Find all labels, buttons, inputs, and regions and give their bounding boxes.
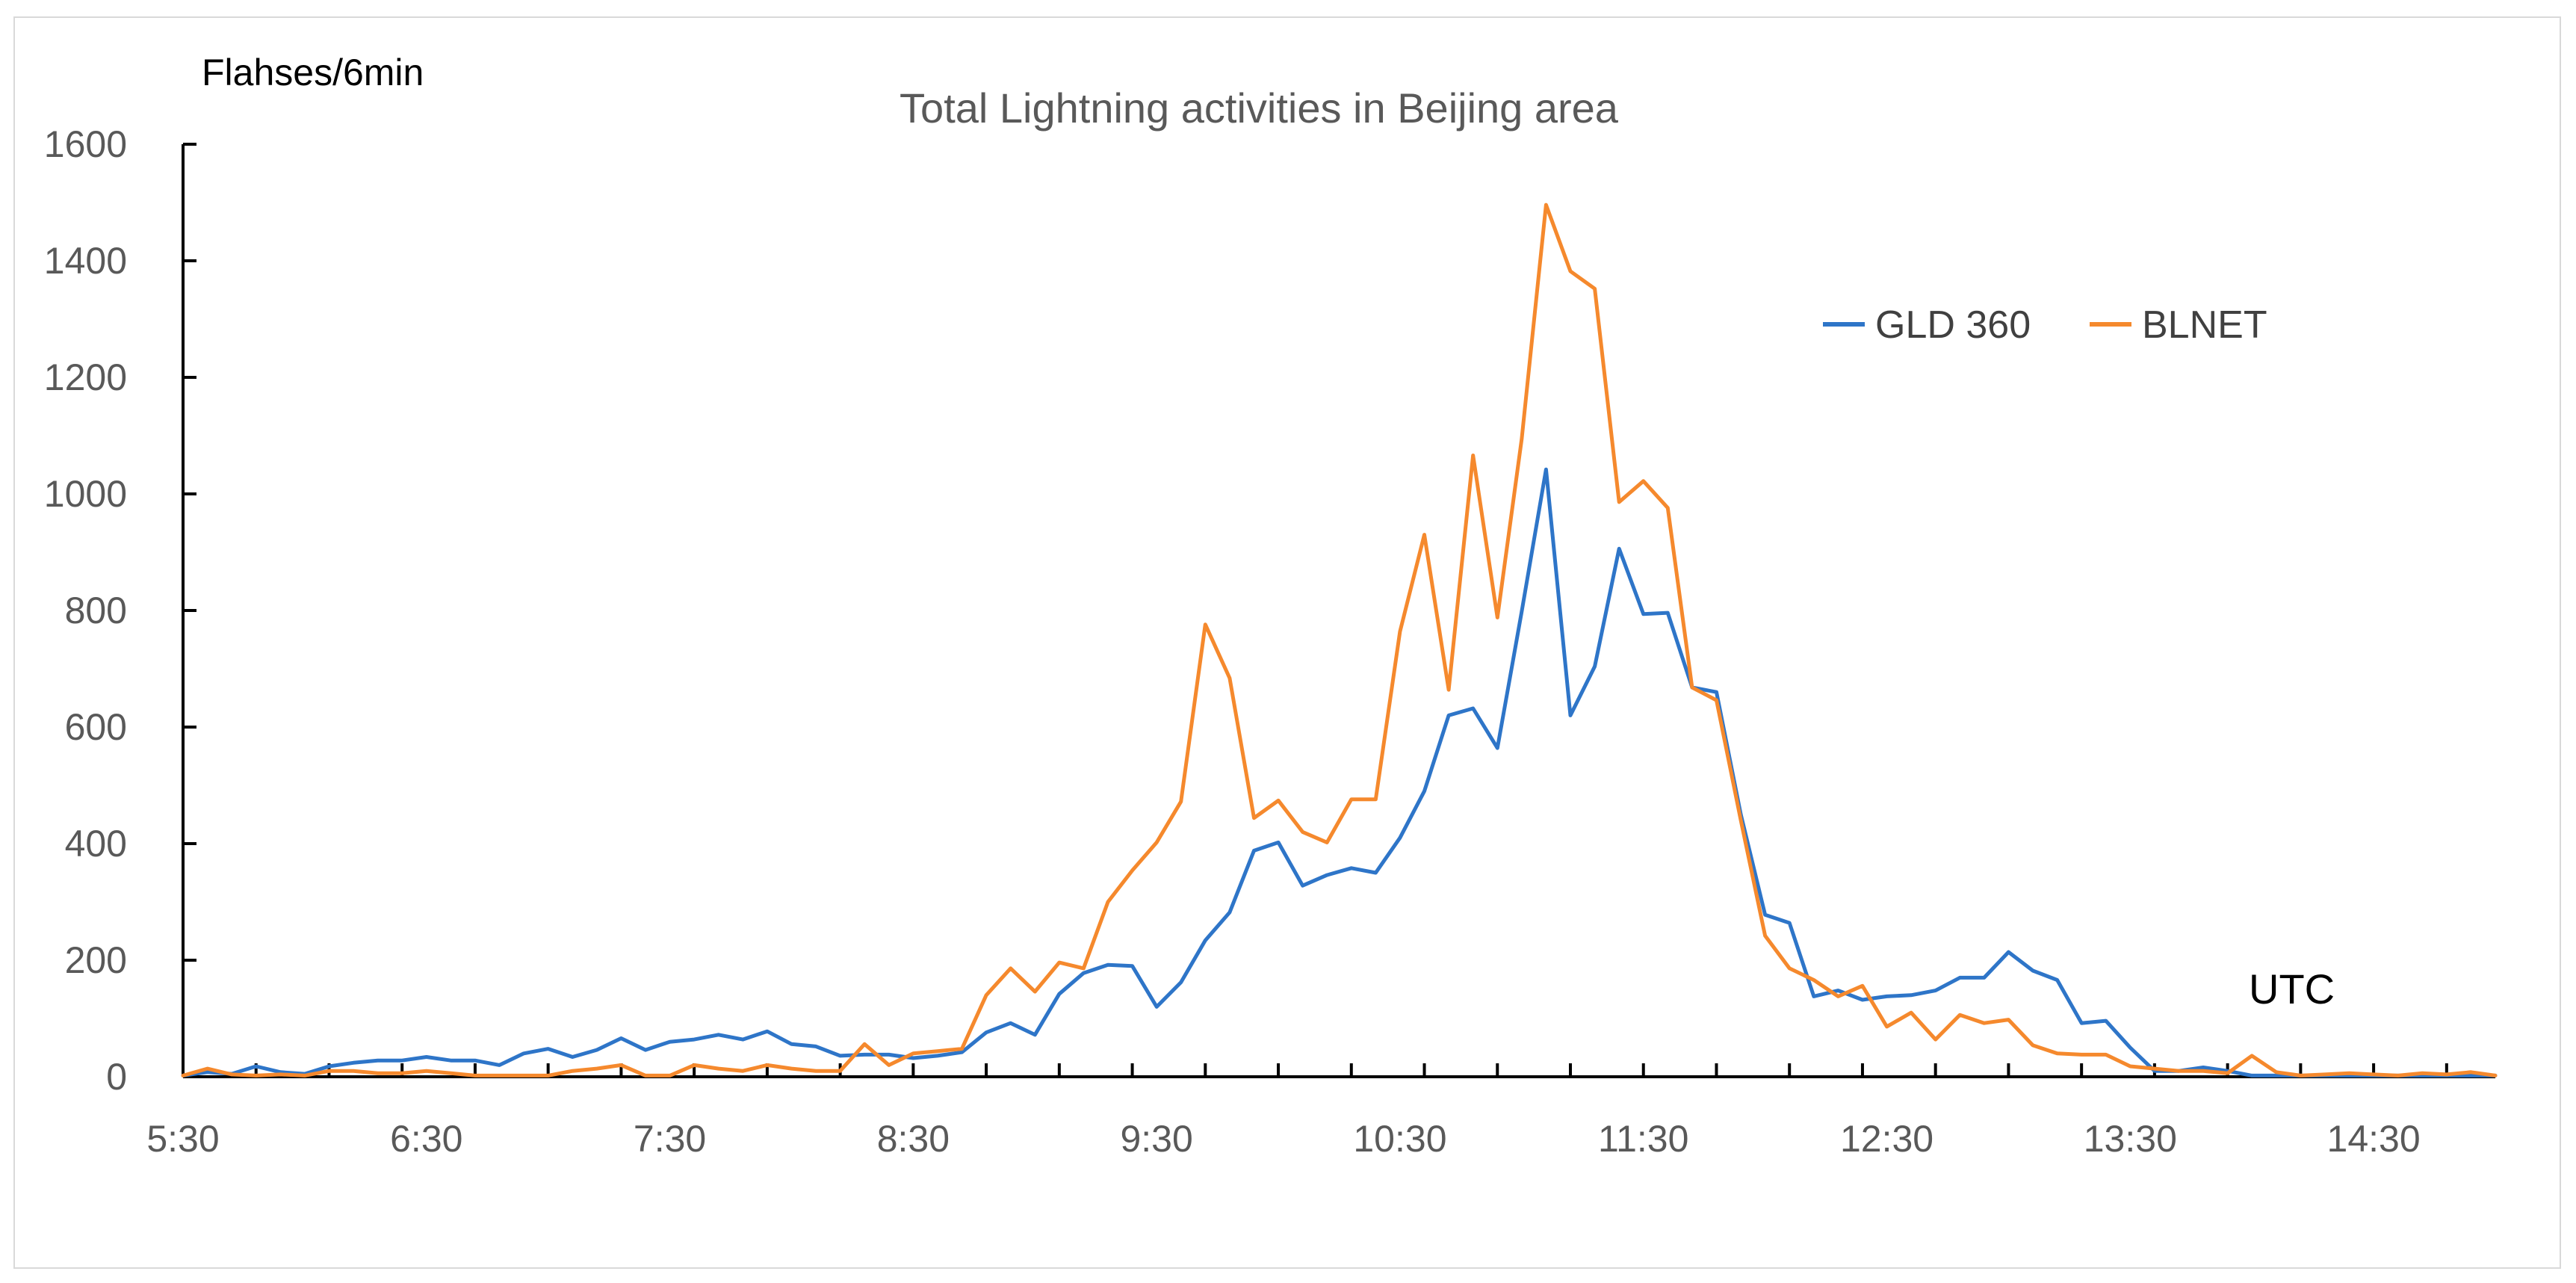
y-tick-label: 0 (106, 1056, 127, 1098)
x-tick-label: 7:30 (634, 1118, 706, 1160)
x-tick-label: 9:30 (1120, 1118, 1192, 1160)
series-line-gld-360 (181, 467, 2498, 1078)
y-tick-label: 1200 (44, 356, 127, 398)
legend: GLD 360 BLNET (1823, 303, 2267, 347)
chart-title: Total Lightning activities in Beijing ar… (900, 84, 1619, 132)
x-tick-label: 6:30 (390, 1118, 462, 1160)
x-tick-label: 14:30 (2327, 1118, 2421, 1160)
lightning-line-chart: Total Lightning activities in Beijing ar… (44, 52, 2498, 1160)
x-axis-ticks: 5:30 6:30 7:30 8:30 9:30 10:30 11:30 12:30 13:30… (146, 1063, 2448, 1160)
x-tick-label: 10:30 (1353, 1118, 1446, 1160)
legend-label-gld-360: GLD 360 (1875, 303, 2031, 347)
y-tick-label: 800 (65, 590, 127, 631)
x-tick-label: 8:30 (877, 1118, 950, 1160)
y-axis-label: Flahses/6min (202, 52, 424, 93)
x-tick-label: 13:30 (2084, 1118, 2177, 1160)
y-tick-label: 400 (65, 823, 127, 865)
y-tick-label: 600 (65, 706, 127, 748)
y-tick-label: 1400 (44, 240, 127, 282)
y-axis-ticks: 0 200 400 600 800 1000 1200 1400 1600 (44, 123, 196, 1098)
x-axis-unit-label: UTC (2249, 965, 2335, 1013)
y-tick-label: 1600 (44, 123, 127, 165)
x-tick-label: 5:30 (146, 1118, 219, 1160)
series-line-blnet (181, 203, 2498, 1078)
y-tick-label: 1000 (44, 473, 127, 515)
x-tick-label: 12:30 (1840, 1118, 1933, 1160)
legend-label-blnet: BLNET (2142, 303, 2267, 347)
x-tick-label: 11:30 (1598, 1118, 1688, 1160)
y-tick-label: 200 (65, 939, 127, 981)
chart-frame: Total Lightning activities in Beijing ar… (13, 16, 2561, 1269)
